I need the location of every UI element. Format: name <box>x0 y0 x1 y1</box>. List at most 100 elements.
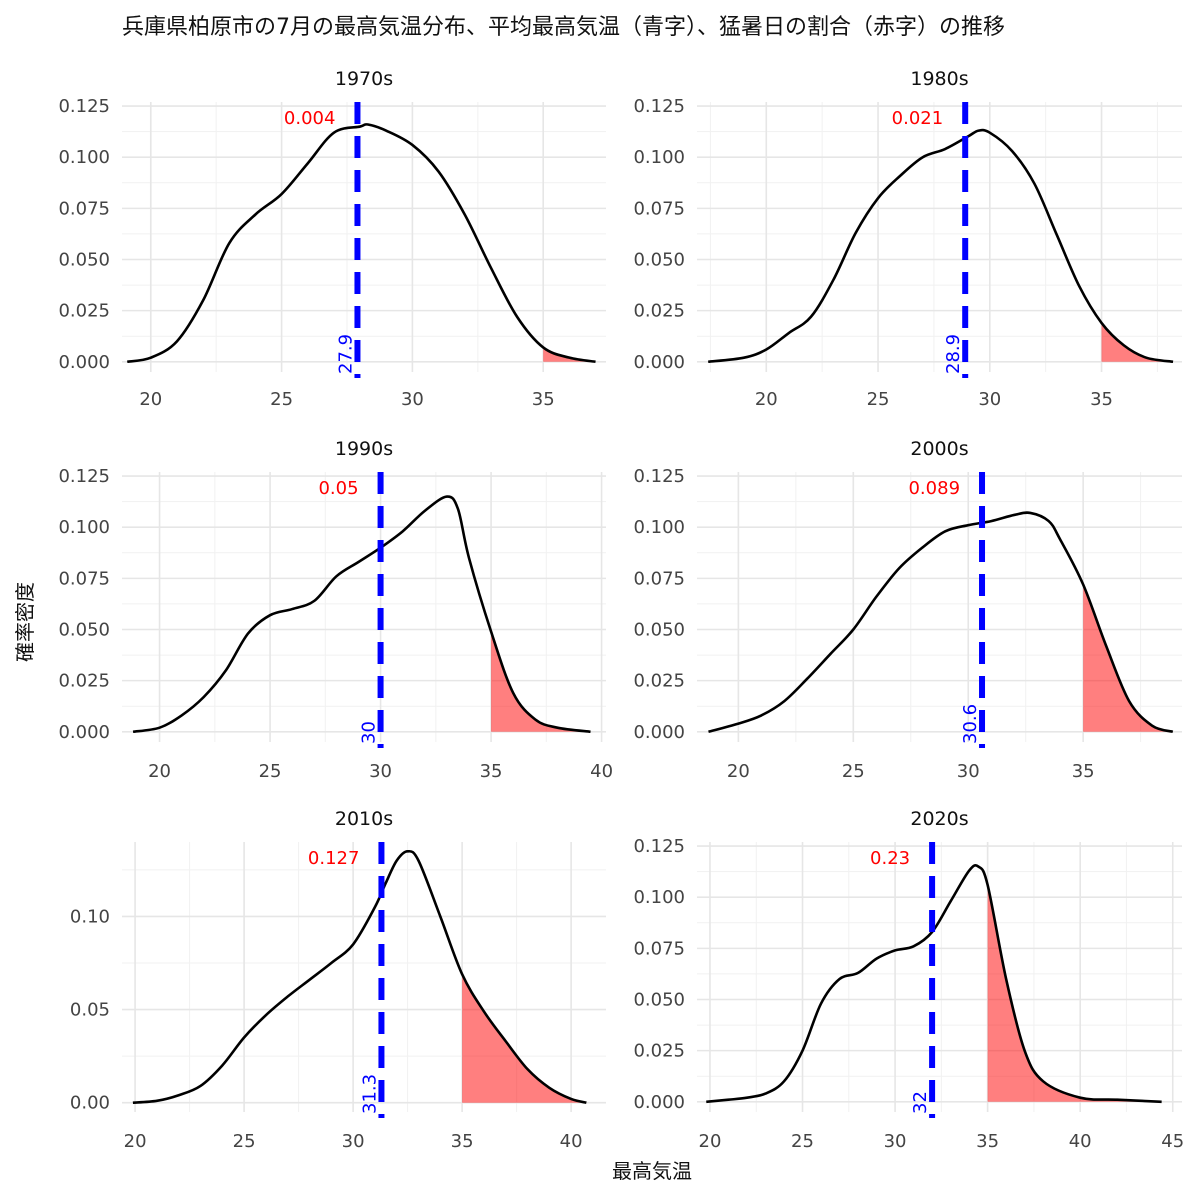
y-tick-label: 0.000 <box>633 352 685 373</box>
x-tick-label: 20 <box>139 389 162 410</box>
x-tick-label: 45 <box>1161 1131 1184 1152</box>
y-axis-label: 確率密度 <box>13 582 37 662</box>
facet-strip-label: 1990s <box>335 438 393 460</box>
y-tick-label: 0.050 <box>58 250 110 271</box>
y-tick-label: 0.000 <box>58 352 110 373</box>
x-tick-label: 35 <box>1090 389 1113 410</box>
density-curve <box>132 495 591 734</box>
x-tick-label: 35 <box>532 389 555 410</box>
extreme-heat-tail-area <box>987 884 1162 1102</box>
x-tick-label: 35 <box>480 761 503 782</box>
x-tick-label: 30 <box>978 389 1001 410</box>
x-tick-label: 30 <box>369 761 392 782</box>
mean-value-label: 30 <box>359 721 380 744</box>
x-tick-label: 35 <box>451 1131 474 1152</box>
facet-panel-1980s: 20 25 30 35 0.000 0.025 0.050 0.075 0.100 0.125 19… <box>633 68 1182 410</box>
x-tick-label: 30 <box>957 761 980 782</box>
y-tick-label: 0.050 <box>633 620 685 641</box>
y-tick-label: 0.125 <box>58 96 110 117</box>
facet-panels: 20 25 30 35 0.000 0.025 0.050 0.075 0.100 0.125 19… <box>58 68 1184 1152</box>
x-tick-label: 20 <box>727 761 750 782</box>
y-tick-label: 0.100 <box>633 147 685 168</box>
y-tick-label: 0.100 <box>633 887 685 908</box>
facet-panel-2020s: 20 25 30 35 40 45 0.000 0.025 0.050 0.075 0.100 0.1… <box>633 808 1184 1152</box>
mean-value-label: 30.6 <box>960 704 981 744</box>
y-tick-label: 0.025 <box>633 301 685 322</box>
x-tick-label: 25 <box>791 1131 814 1152</box>
y-tick-label: 0.125 <box>58 466 110 487</box>
extreme-heat-tail-area <box>543 347 596 362</box>
facet-panel-2000s: 20 25 30 35 0.000 0.025 0.050 0.075 0.100 0.125 20… <box>633 438 1182 782</box>
y-tick-label: 0.000 <box>58 722 110 743</box>
facet-panel-1970s: 20 25 30 35 0.000 0.025 0.050 0.075 0.100 0.125 19… <box>58 68 606 410</box>
y-tick-label: 0.000 <box>633 722 685 743</box>
facet-strip-label: 2010s <box>335 808 393 830</box>
y-tick-label: 0.10 <box>70 906 110 927</box>
mean-value-label: 31.3 <box>359 1074 380 1114</box>
y-tick-label: 0.000 <box>633 1092 685 1113</box>
x-tick-label: 25 <box>842 761 865 782</box>
x-tick-label: 20 <box>148 761 171 782</box>
mean-value-label: 27.9 <box>335 334 356 374</box>
chart-title: 兵庫県柏原市の7月の最高気温分布、平均最高気温（青字）、猛暑日の割合（赤字）の推… <box>122 15 1005 40</box>
x-axis-label: 最高気温 <box>612 1159 692 1183</box>
density-curve <box>706 863 1162 1104</box>
y-tick-label: 0.100 <box>633 517 685 538</box>
y-tick-label: 0.075 <box>633 938 685 959</box>
facet-strip-label: 2000s <box>910 438 968 460</box>
x-tick-label: 20 <box>124 1131 147 1152</box>
density-curve <box>708 128 1174 364</box>
y-tick-label: 0.075 <box>633 568 685 589</box>
x-tick-label: 40 <box>1069 1131 1092 1152</box>
y-tick-label: 0.125 <box>633 466 685 487</box>
x-tick-label: 20 <box>755 389 778 410</box>
x-tick-label: 30 <box>401 389 424 410</box>
y-tick-label: 0.050 <box>633 990 685 1011</box>
y-tick-label: 0.075 <box>633 198 685 219</box>
extreme-heat-tail-area <box>462 974 587 1103</box>
x-tick-label: 25 <box>270 389 293 410</box>
y-tick-label: 0.00 <box>70 1093 110 1114</box>
y-tick-label: 0.025 <box>633 671 685 692</box>
x-tick-label: 30 <box>884 1131 907 1152</box>
y-tick-label: 0.075 <box>58 198 110 219</box>
hot-day-share-label: 0.021 <box>892 108 944 129</box>
x-tick-label: 25 <box>867 389 890 410</box>
x-tick-label: 35 <box>1072 761 1095 782</box>
x-tick-label: 20 <box>699 1131 722 1152</box>
facet-strip-label: 1980s <box>910 68 968 90</box>
hot-day-share-label: 0.089 <box>908 478 960 499</box>
y-tick-label: 0.075 <box>58 568 110 589</box>
y-tick-label: 0.100 <box>58 147 110 168</box>
density-curve <box>708 511 1174 734</box>
y-tick-label: 0.050 <box>633 250 685 271</box>
facet-strip-label: 1970s <box>335 68 393 90</box>
y-tick-label: 0.050 <box>58 620 110 641</box>
extreme-heat-tail-area <box>1101 322 1174 362</box>
hot-day-share-label: 0.127 <box>308 848 360 869</box>
mean-value-label: 32 <box>910 1091 931 1114</box>
extreme-heat-tail-area <box>1083 584 1173 732</box>
y-tick-label: 0.100 <box>58 517 110 538</box>
x-tick-label: 40 <box>560 1131 583 1152</box>
y-tick-label: 0.05 <box>70 1000 110 1021</box>
extreme-heat-tail-area <box>491 631 591 732</box>
x-tick-label: 25 <box>259 761 282 782</box>
facet-panel-1990s: 20 25 30 35 40 0.000 0.025 0.050 0.075 0.100 0.125… <box>58 438 613 782</box>
mean-value-label: 28.9 <box>943 334 964 374</box>
x-tick-label: 40 <box>590 761 613 782</box>
x-tick-label: 25 <box>233 1131 256 1152</box>
y-tick-label: 0.125 <box>633 836 685 857</box>
hot-day-share-label: 0.004 <box>284 108 336 129</box>
y-tick-label: 0.025 <box>58 301 110 322</box>
hot-day-share-label: 0.05 <box>318 478 358 499</box>
x-tick-label: 35 <box>976 1131 999 1152</box>
facet-panel-2010s: 20 25 30 35 40 0.00 0.05 0.10 2010s 31.3 0.127 <box>70 808 606 1152</box>
y-tick-label: 0.025 <box>58 671 110 692</box>
x-tick-label: 30 <box>342 1131 365 1152</box>
hot-day-share-label: 0.23 <box>870 848 910 869</box>
y-tick-label: 0.125 <box>633 96 685 117</box>
facet-strip-label: 2020s <box>910 808 968 830</box>
y-tick-label: 0.025 <box>633 1041 685 1062</box>
